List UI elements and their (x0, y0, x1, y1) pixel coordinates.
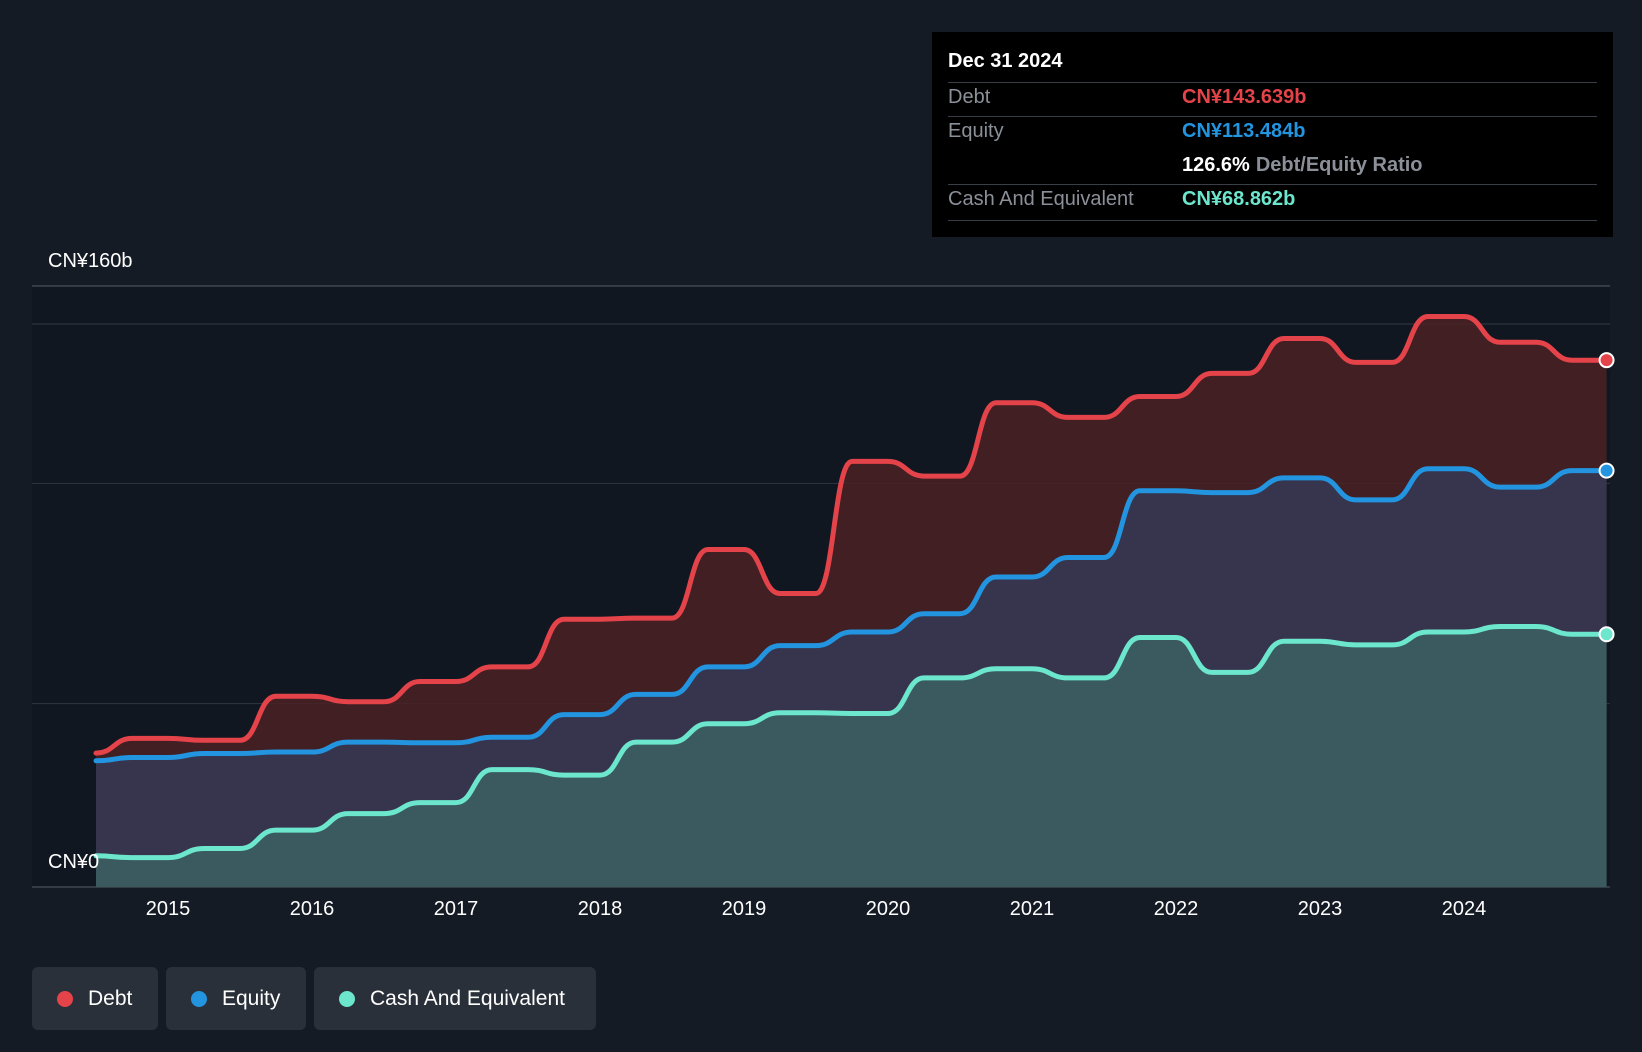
tooltip-divider (948, 184, 1597, 185)
equity-legend-dot-icon (191, 990, 207, 1007)
cash-and-equivalent-area (96, 626, 1607, 887)
legend-item-equity[interactable]: Equity (166, 967, 306, 1030)
equity-line (93, 466, 1610, 764)
tooltip-ratio: 126.6% Debt/Equity Ratio (1182, 154, 1423, 177)
debt-line (93, 314, 1610, 756)
y-axis-bottom-label: CN¥0 (48, 851, 100, 873)
tooltip-cash-value: CN¥68.862b (1182, 188, 1296, 210)
y-axis-top-label: CN¥160b (48, 250, 133, 272)
x-tick-label: 2016 (289, 898, 335, 920)
x-tick-label: 2023 (1297, 898, 1343, 920)
legend-label-debt: Debt (88, 986, 133, 1010)
cash-legend-dot-icon (339, 990, 355, 1007)
tooltip-debt-label: Debt (948, 86, 991, 108)
tooltip-equity-label: Equity (948, 120, 1004, 142)
tooltip-equity-value: CN¥113.484b (1182, 120, 1306, 142)
legend-label-equity: Equity (222, 986, 281, 1010)
x-tick-label: 2019 (721, 898, 767, 920)
legend-item-debt[interactable]: Debt (32, 967, 158, 1030)
tooltip-ratio-label: Debt/Equity Ratio (1255, 154, 1423, 176)
tooltip-divider (948, 116, 1597, 117)
tooltip-cash-label: Cash And Equivalent (948, 188, 1134, 210)
tooltip-date: Dec 31 2024 (948, 50, 1063, 72)
tooltip-divider (948, 220, 1597, 221)
cash-and-equivalent-line (93, 623, 1610, 861)
tooltip: Dec 31 2024 Debt CN¥143.639b Equity CN¥1… (932, 32, 1613, 237)
tooltip-ratio-value: 126.6% (1182, 154, 1250, 176)
x-tick-label: 2024 (1441, 898, 1487, 920)
cash-and-equivalent-end-marker (1598, 626, 1615, 643)
debt-end-marker (1598, 352, 1615, 369)
legend-label-cash: Cash And Equivalent (370, 986, 565, 1010)
x-tick-label: 2021 (1009, 898, 1055, 920)
x-tick-label: 2018 (577, 898, 623, 920)
equity-end-marker (1598, 462, 1615, 479)
tooltip-debt-value: CN¥143.639b (1182, 86, 1307, 108)
x-tick-label: 2017 (433, 898, 479, 920)
x-tick-label: 2020 (865, 898, 911, 920)
legend-item-cash[interactable]: Cash And Equivalent (314, 967, 596, 1030)
x-tick-label: 2022 (1153, 898, 1199, 920)
debt-legend-dot-icon (57, 990, 73, 1007)
tooltip-divider (948, 82, 1597, 83)
x-tick-label: 2015 (145, 898, 191, 920)
